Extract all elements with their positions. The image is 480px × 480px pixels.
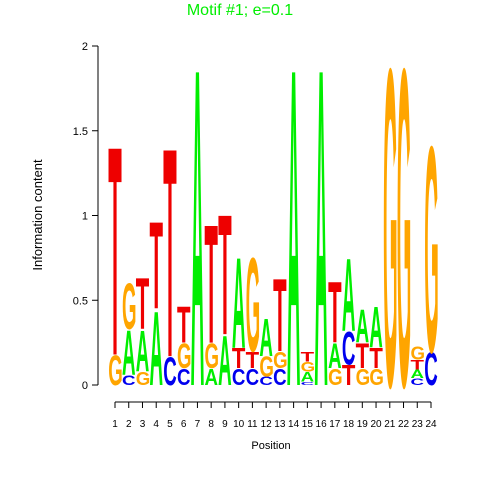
logo-letter: C <box>177 364 191 391</box>
logo-letter: A <box>328 336 342 376</box>
x-tick-label: 21 <box>384 419 396 430</box>
logo-letter: G <box>328 364 343 391</box>
logo-letter: C <box>342 323 356 376</box>
logo-letter: C <box>246 364 260 391</box>
x-tick-label: 13 <box>274 419 286 430</box>
x-tick-label: 3 <box>140 419 146 430</box>
x-tick-label: 24 <box>425 419 437 430</box>
logo-letter: T <box>328 264 342 361</box>
logo-letter: A <box>369 295 383 361</box>
logo-letter: A <box>342 238 356 354</box>
logo-letter: C <box>301 381 315 386</box>
logo-letter: A <box>301 369 315 385</box>
logo-letter: A <box>136 319 150 385</box>
logo-letter: T <box>108 84 121 418</box>
logo-letter: G <box>136 368 151 389</box>
logo-letter: A <box>287 0 301 480</box>
y-tick-label: 0 <box>82 380 88 392</box>
logo-letter: T <box>163 85 176 419</box>
logo-letter: A <box>204 364 218 391</box>
x-axis-label: Position <box>251 440 290 452</box>
y-tick-label: 2 <box>82 41 88 53</box>
logo-letter: T <box>218 178 231 370</box>
y-tick-label: 0.5 <box>73 295 88 307</box>
logo-letter: G <box>259 352 274 384</box>
x-tick-label: 8 <box>208 419 214 430</box>
logo-letter: A <box>259 307 273 368</box>
logo-letter: T <box>273 257 286 373</box>
logo-letter: C <box>122 372 136 388</box>
x-tick-label: 19 <box>357 419 369 430</box>
y-tick-label: 1.5 <box>73 126 88 138</box>
logo-letter: G <box>424 86 439 415</box>
x-tick-label: 20 <box>370 419 382 430</box>
logo-letter: A <box>191 0 205 480</box>
logo-letter: T <box>246 346 260 373</box>
logo-letter: C <box>273 364 287 391</box>
logo-letter: G <box>301 359 316 375</box>
logo-letter: C <box>424 343 438 396</box>
logo-letter: C <box>163 349 176 394</box>
x-tick-label: 11 <box>247 419 258 430</box>
x-tick-label: 10 <box>233 419 245 430</box>
logo-letter: T <box>411 357 425 373</box>
logo-letter: A <box>122 318 136 389</box>
logo-letter: G <box>273 347 288 374</box>
logo-letter: G <box>411 343 426 364</box>
logo-letter: A <box>314 0 328 480</box>
x-tick-label: 7 <box>195 419 201 430</box>
logo-letter: A <box>218 321 232 400</box>
x-tick-label: 15 <box>302 419 314 430</box>
logo-letter: T <box>177 297 190 354</box>
logo-letter: T <box>301 348 315 364</box>
logo-letter: T <box>136 264 150 345</box>
logo-letter: G <box>397 0 412 480</box>
logo-letter: G <box>383 0 398 480</box>
logo-letter: A <box>411 368 425 381</box>
logo-letter: T <box>232 344 246 375</box>
logo-letter: C <box>232 364 246 391</box>
logo-letter: A <box>356 301 370 354</box>
x-tick-label: 22 <box>398 419 410 430</box>
logo-letter: T <box>149 196 162 335</box>
x-tick-label: 12 <box>261 419 273 430</box>
logo-letter: G <box>369 364 384 391</box>
logo-letter: G <box>246 231 261 381</box>
logo-letter: G <box>204 336 219 376</box>
logo-letter: T <box>369 344 383 375</box>
x-tick-label: 5 <box>167 419 173 430</box>
x-tick-label: 1 <box>112 419 118 430</box>
x-tick-label: 6 <box>181 419 187 430</box>
logo-letter: C <box>411 377 425 387</box>
y-axis-label: Information content <box>30 159 45 271</box>
logo-letter: G <box>122 271 137 344</box>
x-tick-label: 17 <box>329 419 341 430</box>
logo-letter: A <box>149 290 163 408</box>
logo-letter: G <box>356 364 371 391</box>
logo-letter: T <box>342 360 356 391</box>
logo-letter: T <box>356 337 369 377</box>
logo-letter: G <box>108 346 123 394</box>
logo-letter: C <box>259 375 273 388</box>
x-tick-label: 2 <box>126 419 132 430</box>
logo-letter: G <box>177 336 192 376</box>
x-tick-label: 16 <box>316 419 328 430</box>
x-tick-label: 9 <box>222 419 228 430</box>
x-tick-label: 14 <box>288 419 300 430</box>
x-tick-label: 18 <box>343 419 355 430</box>
logo-letter: T <box>204 190 217 379</box>
x-tick-label: 4 <box>153 419 159 430</box>
x-tick-label: 23 <box>412 419 424 430</box>
y-tick-label: 1 <box>82 211 88 223</box>
logo-letter: A <box>232 230 246 376</box>
chart-title: Motif #1; e=0.1 <box>187 2 293 19</box>
